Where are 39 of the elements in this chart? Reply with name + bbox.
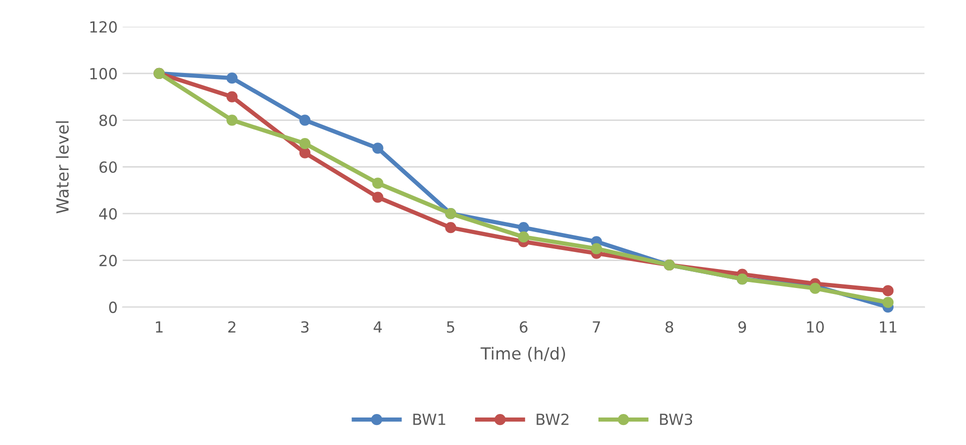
point xyxy=(590,243,602,254)
legend-label: BW1 xyxy=(413,414,446,425)
x-axis-title: Time (h/d) xyxy=(480,346,566,362)
y-tick-label: 120 xyxy=(90,21,117,33)
y-tick-label: 40 xyxy=(99,208,117,220)
point xyxy=(810,282,821,294)
y-tick-label: 80 xyxy=(99,114,117,126)
x-tick-label: 5 xyxy=(447,321,454,333)
point xyxy=(226,114,238,126)
x-tick-label: 4 xyxy=(374,321,382,333)
point xyxy=(445,222,456,234)
y-tick-label: 60 xyxy=(99,161,117,173)
point xyxy=(299,147,310,158)
point xyxy=(226,91,238,102)
legend-label: BW2 xyxy=(536,414,568,425)
x-tick-label: 11 xyxy=(880,321,896,333)
y-tick-label: 100 xyxy=(90,68,117,80)
y-tick-label: 20 xyxy=(100,254,117,266)
x-tick-label: 2 xyxy=(228,321,236,333)
point xyxy=(299,138,310,150)
x-tick-label: 7 xyxy=(592,321,600,333)
x-tick-label: 3 xyxy=(301,321,309,333)
x-tick-label: 6 xyxy=(520,321,528,333)
point xyxy=(882,285,894,296)
point xyxy=(882,296,894,308)
legend-label: BW3 xyxy=(660,414,692,426)
x-tick-label: 1 xyxy=(156,321,163,333)
point xyxy=(372,178,384,189)
y-axis-title: Water level xyxy=(56,121,69,214)
point xyxy=(372,142,384,154)
y-tick-label: 0 xyxy=(109,302,117,314)
point xyxy=(518,231,530,243)
point xyxy=(518,222,530,234)
point xyxy=(372,192,384,203)
x-tick-label: 10 xyxy=(807,321,824,333)
x-tick-label: 9 xyxy=(738,321,746,333)
point xyxy=(226,72,238,84)
point xyxy=(299,114,310,126)
x-tick-label: 8 xyxy=(666,321,674,333)
